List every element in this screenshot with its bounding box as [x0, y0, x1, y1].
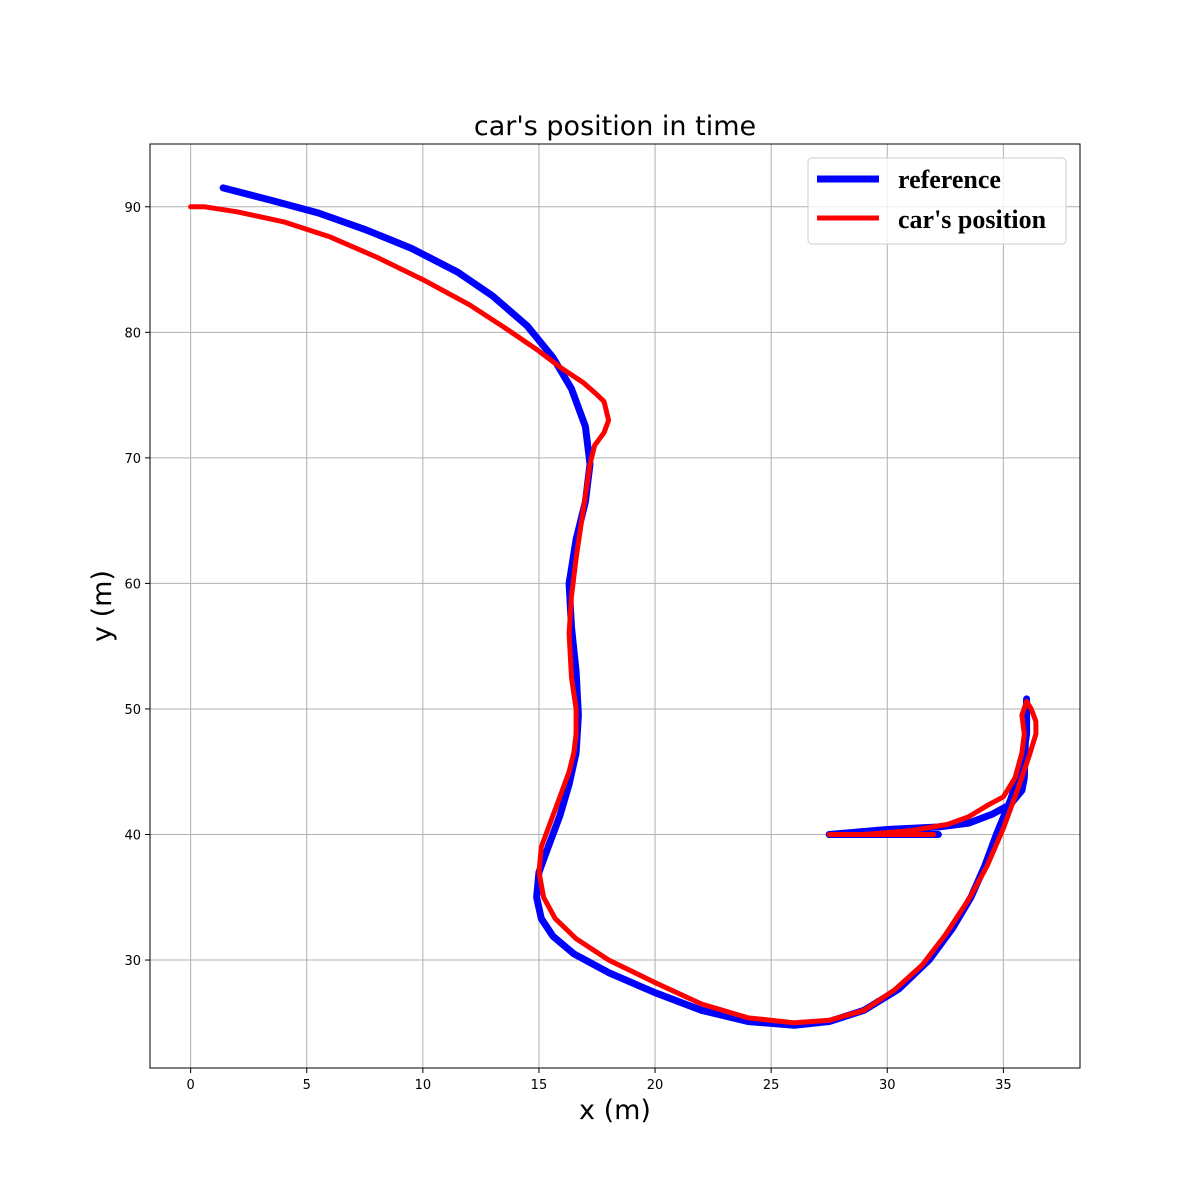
chart-title: car's position in time	[474, 111, 756, 142]
y-tick-label: 70	[124, 452, 141, 467]
y-tick-label: 60	[124, 577, 141, 592]
legend-label-cars-position: car's position	[898, 205, 1047, 234]
ticks: 0 5 10 15 20 25 30 35 30 40 50 60 70 80 90	[124, 201, 1011, 1093]
y-tick-label: 30	[124, 954, 141, 969]
y-tick-label: 40	[124, 828, 141, 843]
y-tick-label: 50	[124, 703, 141, 718]
series-line-reference	[219, 184, 1031, 1029]
y-axis-label: y (m)	[87, 570, 118, 642]
legend: reference car's position	[807, 157, 1067, 245]
series-layer	[188, 184, 1039, 1029]
x-tick-label: 20	[647, 1078, 664, 1093]
y-tick-label: 80	[124, 326, 141, 341]
legend-label-reference: reference	[898, 165, 1001, 194]
y-tick-label: 90	[124, 201, 141, 216]
x-axis-label: x (m)	[579, 1095, 651, 1126]
x-tick-label: 15	[531, 1078, 548, 1093]
x-tick-label: 10	[415, 1078, 432, 1093]
series-line-cars-position	[188, 204, 1039, 1026]
x-tick-label: 0	[186, 1078, 194, 1093]
x-tick-label: 35	[995, 1078, 1012, 1093]
plot-frame	[149, 143, 1081, 1069]
x-tick-label: 25	[763, 1078, 780, 1093]
x-tick-label: 5	[303, 1078, 311, 1093]
x-tick-label: 30	[879, 1078, 896, 1093]
